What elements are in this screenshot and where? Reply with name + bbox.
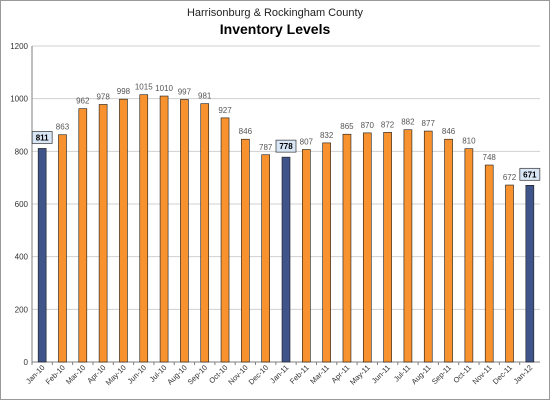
bar <box>200 103 210 363</box>
x-tick-label: Aug-11 <box>410 363 433 386</box>
bar <box>423 130 433 363</box>
x-tick-label: Nov-11 <box>471 363 494 386</box>
bar <box>383 132 392 363</box>
x-tick-label: May-11 <box>348 363 372 387</box>
chart-title: Inventory Levels <box>219 21 331 37</box>
data-label: 882 <box>401 118 415 127</box>
data-label: 810 <box>462 137 476 146</box>
bar <box>525 185 535 363</box>
data-label: 778 <box>279 142 293 151</box>
y-tick-label: 200 <box>15 305 29 314</box>
data-label: 846 <box>442 127 456 136</box>
bar <box>444 138 453 363</box>
x-tick-label: May-10 <box>104 363 128 387</box>
x-tick-label: Dec-11 <box>491 363 514 386</box>
x-tick-label: Feb-11 <box>288 363 311 386</box>
bar <box>342 133 352 363</box>
data-label: 671 <box>523 170 537 179</box>
data-label: 807 <box>300 137 314 146</box>
x-tick-label: Sep-11 <box>430 363 453 386</box>
data-label: 998 <box>117 87 131 96</box>
data-label: 978 <box>96 92 110 101</box>
x-tick-label: Feb-10 <box>44 363 67 386</box>
data-label: 981 <box>198 92 212 101</box>
x-tick-label: Oct-11 <box>451 363 473 385</box>
data-label: 877 <box>422 119 436 128</box>
data-label: 787 <box>259 143 273 152</box>
bar <box>58 134 67 363</box>
data-label: 1015 <box>135 83 153 92</box>
bar <box>98 104 108 363</box>
x-tick-label: Aug-10 <box>165 363 188 386</box>
data-label: 672 <box>503 173 517 182</box>
data-label: 997 <box>178 87 192 96</box>
data-label: 865 <box>340 122 354 131</box>
x-tick-label: Oct-10 <box>207 363 229 385</box>
data-label: 863 <box>56 123 70 132</box>
bar <box>261 154 270 363</box>
x-tick-label: Mar-10 <box>64 363 87 386</box>
bar <box>241 138 250 363</box>
data-label: 927 <box>218 106 232 115</box>
data-label: 872 <box>381 120 395 129</box>
data-label: 748 <box>483 153 497 162</box>
bar <box>362 132 372 363</box>
bar <box>484 164 494 363</box>
x-tick-label: Jun-11 <box>370 363 392 385</box>
bar <box>464 148 474 363</box>
bar <box>159 95 169 363</box>
x-tick-label: Jun-10 <box>126 363 149 386</box>
x-tick-label: Sep-10 <box>186 363 209 386</box>
data-label-box <box>519 167 541 181</box>
x-tick-label: Jan-12 <box>512 363 535 386</box>
chart-subtitle: Harrisonburg & Rockingham County <box>186 7 364 19</box>
data-label: 832 <box>320 131 334 140</box>
bar <box>139 94 149 363</box>
bar <box>220 117 230 363</box>
x-tick-label: Jan-11 <box>268 363 290 385</box>
data-label-box <box>31 131 53 144</box>
x-tick-label: Nov-10 <box>226 363 249 386</box>
y-tick-label: 0 <box>24 358 29 367</box>
x-tick-label: Mar-11 <box>308 363 331 386</box>
data-label-box <box>275 139 297 153</box>
x-tick-label: Dec-10 <box>247 363 270 386</box>
bar <box>281 156 291 363</box>
bar <box>302 149 311 363</box>
bar <box>322 142 331 363</box>
bar <box>180 99 189 363</box>
y-tick-label: 400 <box>15 253 29 262</box>
bar <box>119 98 128 363</box>
data-label: 870 <box>361 121 375 130</box>
data-label: 846 <box>239 127 253 136</box>
bar <box>403 129 413 363</box>
data-label: 811 <box>36 133 49 142</box>
bar <box>78 108 88 363</box>
bar <box>505 184 514 363</box>
y-tick-label: 600 <box>15 200 29 209</box>
y-tick-label: 1200 <box>10 42 28 51</box>
data-label: 1010 <box>155 84 173 93</box>
data-label: 962 <box>76 97 90 106</box>
bar <box>37 148 47 363</box>
y-tick-label: 800 <box>15 147 29 156</box>
y-tick-label: 1000 <box>10 95 28 104</box>
